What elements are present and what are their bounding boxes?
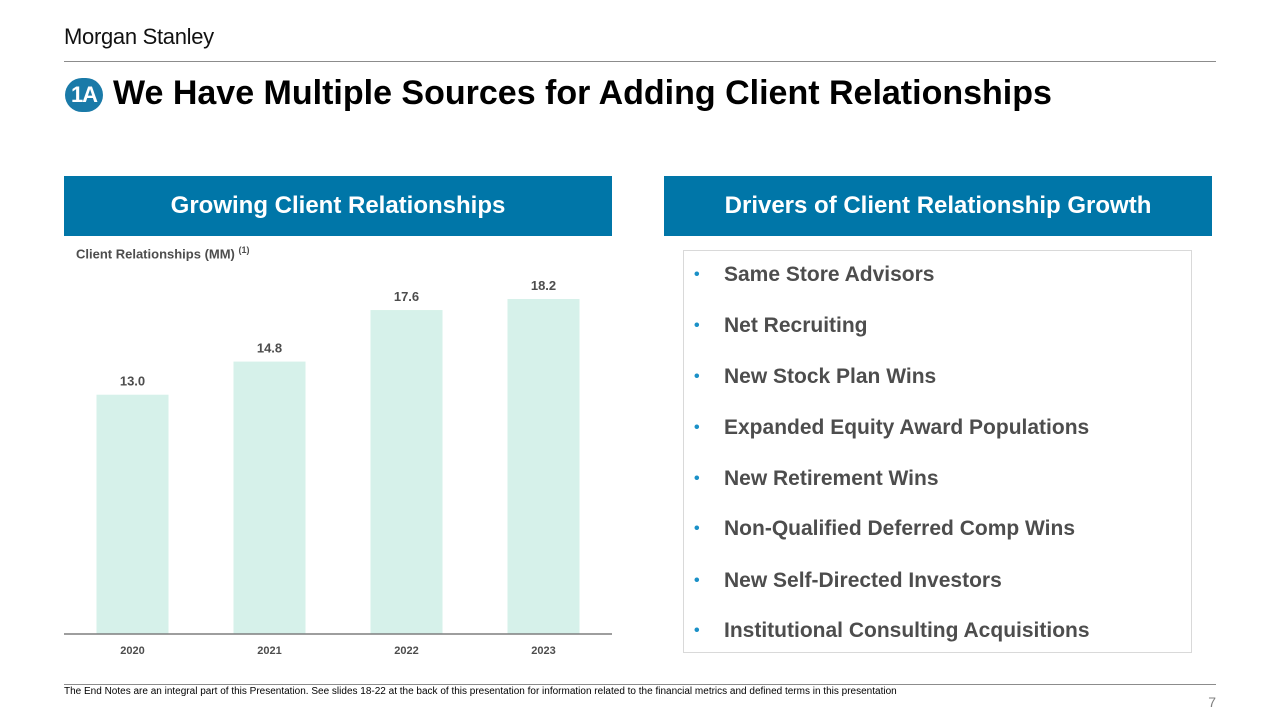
- driver-item: • Same Store Advisors: [694, 260, 934, 290]
- data-label-2021: 14.8: [257, 341, 282, 356]
- x-tick-label-2022: 2022: [394, 645, 418, 657]
- driver-item: • New Retirement Wins: [694, 464, 939, 494]
- chart-subtitle-text: Client Relationships (MM): [76, 246, 235, 262]
- driver-item-label: Non-Qualified Deferred Comp Wins: [724, 517, 1076, 540]
- chart-subtitle: Client Relationships (MM) (1): [76, 245, 250, 261]
- footer-divider: [64, 684, 1216, 685]
- x-tick-label-2021: 2021: [257, 645, 281, 657]
- driver-item: • Expanded Equity Award Populations: [694, 413, 1089, 443]
- x-tick-label-2020: 2020: [120, 645, 144, 657]
- top-divider: [64, 61, 1216, 62]
- data-label-2020: 13.0: [120, 374, 145, 389]
- page-title: We Have Multiple Sources for Adding Clie…: [113, 74, 1052, 112]
- bullet-icon: •: [694, 419, 700, 436]
- bullet-icon: •: [694, 266, 700, 283]
- data-label-2023: 18.2: [531, 278, 556, 293]
- driver-item: • Non-Qualified Deferred Comp Wins: [694, 514, 1075, 544]
- bullet-icon: •: [694, 622, 700, 639]
- brand-logo: Morgan Stanley: [64, 24, 214, 49]
- left-panel-header-text: Growing Client Relationships: [170, 192, 506, 219]
- right-panel-header: Drivers of Client Relationship Growth: [664, 176, 1212, 236]
- bullet-icon: •: [694, 470, 700, 487]
- bar-2022: [370, 310, 443, 634]
- bar-2020: [96, 394, 169, 634]
- footnote: The End Notes are an integral part of th…: [64, 686, 897, 697]
- driver-item: • Institutional Consulting Acquisitions: [694, 616, 1090, 646]
- bullet-icon: •: [694, 520, 700, 537]
- driver-item: • New Self-Directed Investors: [694, 566, 1002, 596]
- bar-2021: [233, 361, 306, 634]
- driver-item: • New Stock Plan Wins: [694, 362, 936, 392]
- right-panel-header-text: Drivers of Client Relationship Growth: [724, 192, 1152, 219]
- drivers-list-box: • Same Store Advisors • Net Recruiting • Ne…: [683, 250, 1192, 653]
- data-label-2022: 17.6: [394, 289, 419, 304]
- bullet-icon: •: [694, 368, 700, 385]
- bar-2023: [507, 299, 580, 634]
- left-panel-header: Growing Client Relationships: [64, 176, 612, 236]
- driver-item-label: New Self-Directed Investors: [724, 569, 1002, 592]
- x-tick-label-2023: 2023: [531, 645, 555, 657]
- page-number: 7: [1208, 694, 1216, 710]
- bullet-icon: •: [694, 572, 700, 589]
- driver-item-label: Expanded Equity Award Populations: [724, 416, 1090, 439]
- chart-subtitle-footnote-ref: (1): [238, 245, 250, 255]
- driver-item-label: Net Recruiting: [724, 314, 868, 337]
- driver-item-label: Same Store Advisors: [724, 263, 935, 286]
- driver-item-label: New Retirement Wins: [724, 467, 939, 490]
- section-badge: 1A: [65, 78, 103, 112]
- driver-item: • Net Recruiting: [694, 311, 868, 341]
- client-relationships-chart: 13.0 2020 14.8 2021 17.6 2022 18.2 2023: [64, 278, 612, 657]
- driver-item-label: New Stock Plan Wins: [724, 365, 937, 388]
- bullet-icon: •: [694, 317, 700, 334]
- driver-item-label: Institutional Consulting Acquisitions: [724, 619, 1090, 642]
